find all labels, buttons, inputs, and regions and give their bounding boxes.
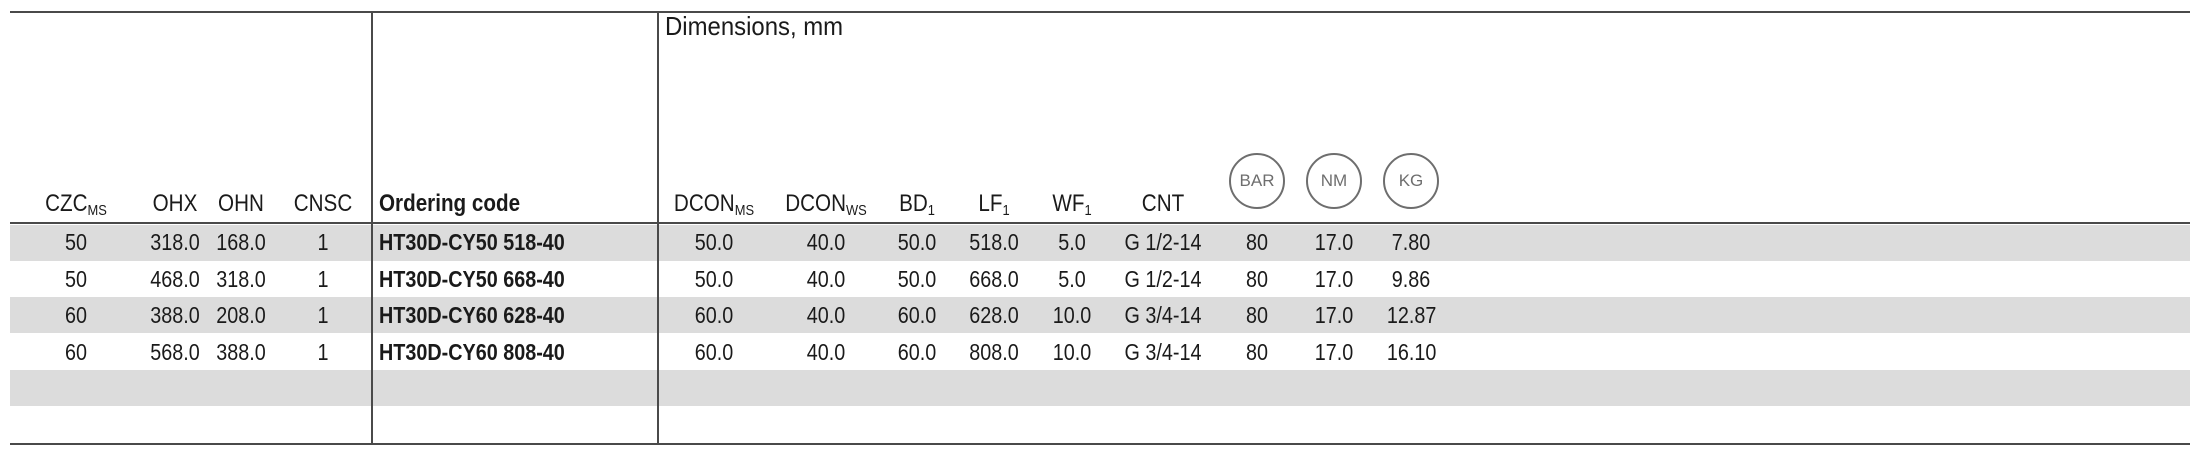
cell-lf1: 668.0: [969, 266, 1019, 292]
cell-bd1: 50.0: [897, 229, 937, 255]
cell-ohx: 388.0: [150, 302, 200, 328]
cell-dcon-ms: 50.0: [694, 266, 734, 292]
cell-ohn: 388.0: [216, 339, 266, 365]
row-band-5: [10, 370, 2190, 406]
cell-bd1: 60.0: [897, 339, 937, 365]
cell-cnsc: 1: [317, 302, 329, 328]
cell-lf1: 518.0: [969, 229, 1019, 255]
row-band-1: [10, 225, 2190, 261]
cell-code: HT30D-CY50 518-40: [379, 229, 565, 255]
cell-lf1: 628.0: [969, 302, 1019, 328]
cell-cnsc: 1: [317, 229, 329, 255]
cell-code: HT30D-CY60 808-40: [379, 339, 565, 365]
cell-ohx: 568.0: [150, 339, 200, 365]
dimensions-title: Dimensions, mm: [665, 11, 844, 41]
cell-nm: 17.0: [1314, 302, 1354, 328]
cell-bar: 80: [1245, 339, 1269, 365]
cell-bd1: 50.0: [897, 266, 937, 292]
cell-ohn: 318.0: [216, 266, 266, 292]
header-bottom-border: [10, 222, 2190, 224]
cell-ohx: 318.0: [150, 229, 200, 255]
cell-cnt: G 3/4-14: [1124, 302, 1202, 328]
cell-code: HT30D-CY60 628-40: [379, 302, 565, 328]
header-lf1: LF1: [978, 190, 1010, 219]
cell-kg: 16.10: [1386, 339, 1437, 365]
cell-ohn: 208.0: [216, 302, 266, 328]
column-divider-right: [657, 11, 659, 445]
cell-dcon-ms: 60.0: [694, 302, 734, 328]
cell-wf1: 10.0: [1052, 339, 1092, 365]
cell-cnt: G 3/4-14: [1124, 339, 1202, 365]
header-bd1: BD1: [899, 190, 935, 219]
cell-kg: 9.86: [1391, 266, 1431, 292]
torque-nm-icon: NM: [1306, 153, 1362, 209]
header-dcon-ms: DCONMS: [673, 190, 755, 219]
header-ordering-code: Ordering code: [379, 190, 521, 217]
cell-czc: 50: [64, 266, 88, 292]
cell-nm: 17.0: [1314, 266, 1354, 292]
cell-kg: 7.80: [1391, 229, 1431, 255]
cell-ohn: 168.0: [216, 229, 266, 255]
cell-dcon-ws: 40.0: [806, 229, 846, 255]
row-band-3: [10, 297, 2190, 333]
cell-cnt: G 1/2-14: [1124, 266, 1202, 292]
header-wf1: WF1: [1052, 190, 1092, 219]
cell-kg: 12.87: [1386, 302, 1437, 328]
header-ohx: OHX: [152, 190, 198, 217]
cell-dcon-ws: 40.0: [806, 302, 846, 328]
header-ohn: OHN: [218, 190, 264, 217]
cell-dcon-ms: 50.0: [694, 229, 734, 255]
cell-czc: 60: [64, 302, 88, 328]
table-top-border: [10, 11, 2190, 13]
cell-code: HT30D-CY50 668-40: [379, 266, 565, 292]
header-cnt: CNT: [1141, 190, 1185, 217]
cell-czc: 60: [64, 339, 88, 365]
cell-wf1: 10.0: [1052, 302, 1092, 328]
header-czc: CZCMS: [45, 190, 107, 219]
cell-nm: 17.0: [1314, 339, 1354, 365]
header-dcon-ws: DCONWS: [785, 190, 867, 219]
cell-wf1: 5.0: [1058, 266, 1086, 292]
cell-ohx: 468.0: [150, 266, 200, 292]
cell-cnsc: 1: [317, 266, 329, 292]
header-cnsc: CNSC: [293, 190, 353, 217]
cell-bd1: 60.0: [897, 302, 937, 328]
cell-bar: 80: [1245, 266, 1269, 292]
weight-kg-icon: KG: [1383, 153, 1439, 209]
column-divider-left: [371, 11, 373, 445]
cell-cnsc: 1: [317, 339, 329, 365]
cell-dcon-ws: 40.0: [806, 339, 846, 365]
cell-bar: 80: [1245, 302, 1269, 328]
cell-bar: 80: [1245, 229, 1269, 255]
cell-wf1: 5.0: [1058, 229, 1086, 255]
cell-dcon-ms: 60.0: [694, 339, 734, 365]
pressure-bar-icon: BAR: [1229, 153, 1285, 209]
cell-cnt: G 1/2-14: [1124, 229, 1202, 255]
cell-lf1: 808.0: [969, 339, 1019, 365]
cell-czc: 50: [64, 229, 88, 255]
table-bottom-border: [10, 443, 2190, 445]
cell-dcon-ws: 40.0: [806, 266, 846, 292]
cell-nm: 17.0: [1314, 229, 1354, 255]
